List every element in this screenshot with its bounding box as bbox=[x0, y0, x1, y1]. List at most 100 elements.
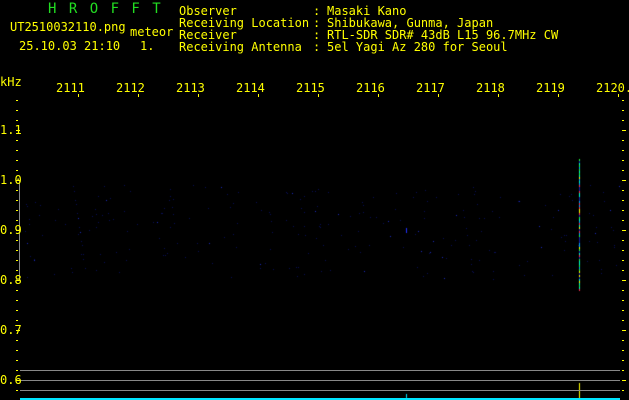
freq-tick bbox=[622, 390, 624, 391]
freq-tick bbox=[622, 220, 624, 221]
freq-tick bbox=[622, 260, 624, 261]
freq-tick bbox=[16, 340, 18, 341]
freq-tick bbox=[16, 190, 18, 191]
time-tick-label: 2116 bbox=[356, 81, 385, 95]
freq-tick bbox=[16, 320, 18, 321]
scale-bar bbox=[19, 181, 20, 281]
freq-tick bbox=[16, 220, 18, 221]
freq-tick bbox=[622, 320, 624, 321]
freq-tick bbox=[16, 390, 18, 391]
time-tick bbox=[198, 94, 199, 97]
freq-tick bbox=[16, 100, 18, 101]
freq-tick bbox=[16, 360, 18, 361]
time-tick bbox=[498, 94, 499, 97]
grid-line bbox=[20, 370, 620, 371]
y-unit-label: kHz bbox=[0, 75, 22, 89]
freq-tick bbox=[622, 240, 624, 241]
freq-tick bbox=[622, 120, 624, 121]
info-colon: : bbox=[313, 4, 321, 18]
time-tick-label: 2114 bbox=[236, 81, 265, 95]
info-label: Observer bbox=[179, 4, 237, 18]
time-tick bbox=[558, 94, 559, 97]
freq-tick bbox=[16, 140, 18, 141]
datetime: 25.10.03 21:10 bbox=[19, 39, 121, 53]
freq-tick bbox=[622, 350, 624, 351]
freq-tick bbox=[622, 210, 624, 211]
time-tick-label: 2115 bbox=[296, 81, 325, 95]
freq-tick bbox=[622, 180, 626, 181]
freq-tick bbox=[622, 270, 624, 271]
freq-tick bbox=[622, 100, 624, 101]
freq-tick bbox=[16, 310, 18, 311]
mode-label: meteor bbox=[130, 25, 174, 39]
freq-tick bbox=[622, 190, 624, 191]
freq-tick-label: 1.1 bbox=[0, 123, 22, 137]
freq-tick bbox=[16, 240, 18, 241]
freq-tick bbox=[622, 160, 624, 161]
freq-tick bbox=[622, 290, 624, 291]
time-tick-label: 2119 bbox=[536, 81, 565, 95]
info-label: Receiver bbox=[179, 28, 237, 42]
freq-tick-label: 1.0 bbox=[0, 173, 22, 187]
info-value: Masaki Kano bbox=[327, 4, 407, 18]
freq-tick-label: 0.7 bbox=[0, 323, 22, 337]
time-tick-label: 2117 bbox=[416, 81, 445, 95]
freq-tick bbox=[16, 180, 20, 181]
count: 1. bbox=[140, 39, 155, 53]
time-tick bbox=[378, 94, 379, 97]
freq-tick bbox=[16, 290, 18, 291]
info-value: RTL-SDR SDR# 43dB L15 96.7MHz CW bbox=[327, 28, 559, 42]
freq-tick bbox=[16, 270, 18, 271]
time-tick-label: 2112 bbox=[116, 81, 145, 95]
time-tick-label: 2120. bbox=[596, 81, 629, 95]
freq-tick bbox=[622, 110, 624, 111]
info-colon: : bbox=[313, 40, 321, 54]
freq-tick bbox=[622, 380, 626, 381]
freq-tick bbox=[622, 250, 624, 251]
time-tick-label: 2113 bbox=[176, 81, 205, 95]
info-label: Receiving Location bbox=[179, 16, 310, 30]
freq-tick bbox=[16, 260, 18, 261]
freq-tick bbox=[16, 230, 20, 231]
freq-tick bbox=[622, 230, 626, 231]
freq-tick-label: 0.8 bbox=[0, 273, 22, 287]
app-title: H R O F F T bbox=[48, 1, 163, 17]
freq-tick bbox=[622, 370, 624, 371]
freq-tick bbox=[622, 280, 626, 281]
freq-tick bbox=[16, 150, 18, 151]
freq-tick bbox=[622, 170, 624, 171]
freq-tick bbox=[16, 170, 18, 171]
time-tick bbox=[138, 94, 139, 97]
info-value: 5el Yagi Az 280 for Seoul bbox=[327, 40, 508, 54]
freq-tick-label: 0.6 bbox=[0, 373, 22, 387]
freq-tick bbox=[16, 160, 18, 161]
time-tick bbox=[318, 94, 319, 97]
grid-line bbox=[20, 390, 620, 391]
freq-tick bbox=[622, 310, 624, 311]
freq-tick bbox=[622, 150, 624, 151]
time-tick bbox=[258, 94, 259, 97]
freq-tick bbox=[16, 250, 18, 251]
time-tick bbox=[438, 94, 439, 97]
freq-tick bbox=[16, 200, 18, 201]
freq-tick bbox=[622, 140, 624, 141]
freq-tick bbox=[622, 200, 624, 201]
freq-tick bbox=[16, 130, 20, 131]
info-colon: : bbox=[313, 28, 321, 42]
freq-tick bbox=[16, 350, 18, 351]
freq-tick bbox=[16, 370, 18, 371]
freq-tick bbox=[622, 360, 624, 361]
freq-tick bbox=[622, 300, 624, 301]
freq-tick bbox=[16, 280, 20, 281]
freq-tick bbox=[622, 330, 626, 331]
signal-baseline bbox=[20, 398, 620, 400]
time-tick-label: 2111 bbox=[56, 81, 85, 95]
freq-tick bbox=[622, 340, 624, 341]
info-value: Shibukawa, Gunma, Japan bbox=[327, 16, 494, 30]
freq-tick bbox=[16, 380, 20, 381]
filename: UT2510032110.png bbox=[10, 20, 126, 34]
info-label: Receiving Antenna bbox=[179, 40, 302, 54]
grid-line bbox=[20, 380, 620, 381]
freq-tick-label: 0.9 bbox=[0, 223, 22, 237]
